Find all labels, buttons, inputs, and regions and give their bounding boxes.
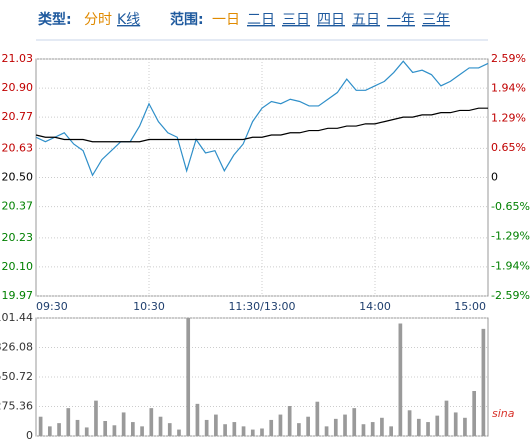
y-tick-label: 20.63: [2, 141, 34, 154]
y-tick-label: 826.08: [0, 341, 33, 354]
volume-bar: [287, 406, 292, 436]
volume-bar: [158, 416, 163, 436]
volume-bar: [112, 425, 117, 436]
volume-bar: [57, 423, 61, 436]
type-label: 类型:: [38, 11, 72, 28]
header: 类型: 分时 K线 范围:: [36, 11, 488, 41]
y-tick-label: 20.23: [2, 231, 34, 244]
volume-bar: [241, 426, 246, 436]
x-tick-label: 14:00: [359, 300, 391, 313]
y-tick-label: 20.10: [2, 260, 34, 273]
volume-bar: [121, 412, 126, 436]
volume-bar: [481, 328, 486, 436]
volume-bar: [103, 421, 108, 436]
volume-bar: [223, 424, 227, 436]
volume-bar: [260, 428, 264, 436]
volume-bar: [131, 422, 135, 436]
volume-bar: [315, 401, 320, 436]
volume-bar: [204, 419, 209, 436]
volume-bar: [333, 418, 338, 436]
price-line: [35, 107, 488, 143]
volume-bar: [297, 423, 301, 436]
y-tick-label: 0: [26, 429, 33, 442]
volume-bar: [453, 412, 458, 436]
range-option[interactable]: 五日: [352, 12, 380, 28]
y-tick-label: 20.50: [2, 171, 34, 184]
type-option[interactable]: K线: [117, 12, 140, 28]
x-tick-label: 09:30: [36, 300, 68, 313]
y2-tick-label: 1.29%: [491, 111, 526, 124]
volume-bar: [352, 408, 357, 436]
volume-bar: [278, 414, 283, 436]
range-label: 范围:: [170, 11, 204, 28]
volume-bar: [343, 414, 347, 436]
volume-bar: [398, 323, 403, 436]
volume-bar: [232, 422, 237, 436]
volume-bar: [38, 416, 43, 436]
volume-bar: [186, 318, 191, 436]
volume-bar: [66, 408, 71, 436]
range-option[interactable]: 三年: [422, 12, 450, 28]
y-tick-label: 1101.44: [0, 311, 33, 324]
range-option[interactable]: 一年: [387, 12, 415, 28]
volume-bar: [195, 403, 200, 436]
y2-tick-label: 0.65%: [491, 141, 526, 154]
volume-bar: [380, 417, 384, 436]
y2-tick-label: 0: [491, 171, 498, 184]
volume-bar: [361, 424, 366, 436]
range-option[interactable]: 一日: [212, 12, 240, 28]
y2-tick-label: 2.59%: [491, 52, 526, 65]
volume-bar: [75, 419, 80, 436]
volume-bar: [407, 410, 412, 436]
y-tick-label: 550.72: [0, 370, 33, 383]
y-tick-label: 20.37: [2, 200, 34, 213]
volume-bar: [444, 400, 449, 436]
x-tick-label: 10:30: [133, 300, 165, 313]
volume-bar: [306, 416, 310, 436]
y2-tick-label: -2.59%: [491, 289, 530, 302]
volume-bar: [84, 427, 89, 436]
volume-bar: [167, 423, 172, 436]
y2-tick-label: -0.65%: [491, 200, 530, 213]
volume-bar: [463, 417, 467, 436]
x-tick-label: 11:30/13:00: [228, 300, 295, 313]
watermark: sina: [492, 407, 515, 420]
volume-bar: [250, 429, 255, 436]
y-tick-label: 19.97: [2, 289, 34, 302]
volume-bar: [177, 429, 181, 436]
y-tick-label: 21.03: [2, 52, 34, 65]
volume-bar: [94, 400, 98, 436]
volume-bar: [416, 418, 421, 436]
range-option[interactable]: 二日: [247, 12, 275, 28]
volume-bar: [324, 426, 329, 436]
y2-tick-label: -1.94%: [491, 259, 530, 272]
y-tick-label: 20.90: [2, 81, 34, 94]
volume-bar: [269, 419, 274, 436]
volume-bar: [140, 426, 144, 436]
volume-bar: [426, 422, 430, 436]
x-tick-label: 15:00: [454, 300, 486, 313]
volume-bar: [435, 415, 440, 436]
volume-bar: [370, 422, 375, 436]
y-tick-label: 20.77: [2, 110, 34, 123]
volume-bar: [47, 426, 52, 436]
volume-bar: [149, 408, 154, 436]
volume-bar: [389, 426, 393, 436]
volume-bar: [472, 391, 477, 436]
price-line: [35, 60, 489, 177]
y2-tick-label: -1.29%: [491, 230, 530, 243]
y2-tick-label: 1.94%: [491, 82, 526, 95]
y-tick-label: 275.36: [0, 400, 33, 413]
volume-bar: [214, 414, 218, 436]
type-option[interactable]: 分时: [84, 12, 112, 28]
range-option[interactable]: 四日: [317, 12, 345, 28]
range-option[interactable]: 三日: [282, 12, 310, 28]
